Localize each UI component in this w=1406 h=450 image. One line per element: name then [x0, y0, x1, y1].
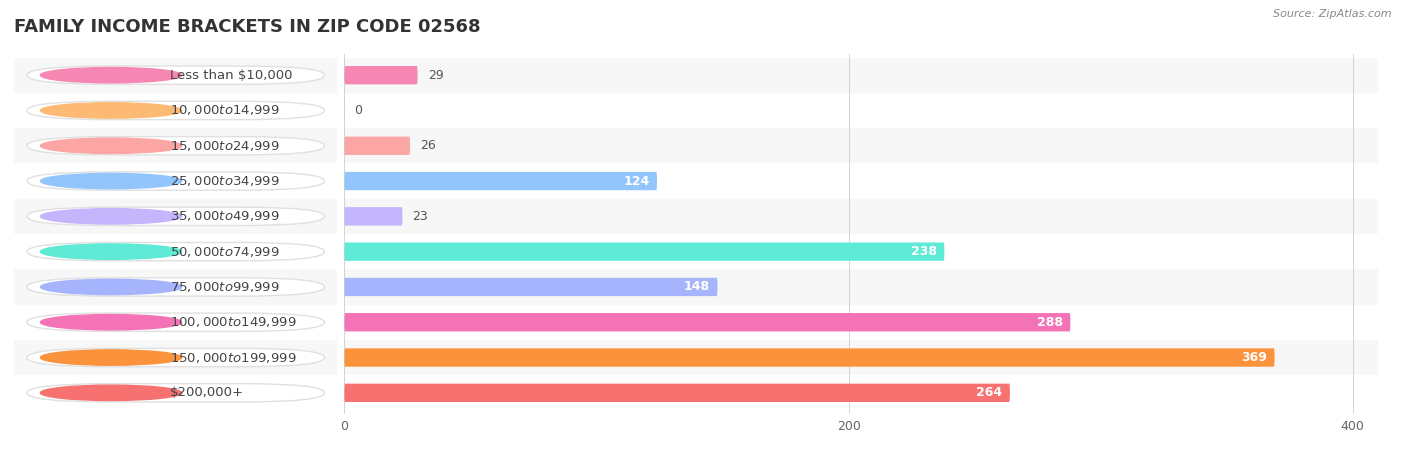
FancyBboxPatch shape [14, 199, 337, 234]
Bar [344, 269, 1378, 305]
Text: $15,000 to $24,999: $15,000 to $24,999 [170, 139, 280, 153]
Text: 148: 148 [683, 280, 710, 293]
Circle shape [41, 244, 181, 259]
FancyBboxPatch shape [14, 269, 337, 305]
FancyBboxPatch shape [27, 137, 325, 155]
FancyBboxPatch shape [27, 207, 325, 225]
Text: Less than $10,000: Less than $10,000 [170, 69, 292, 82]
Bar [344, 340, 1378, 375]
Text: 26: 26 [420, 139, 436, 152]
Text: $50,000 to $74,999: $50,000 to $74,999 [170, 245, 280, 259]
Text: $10,000 to $14,999: $10,000 to $14,999 [170, 104, 280, 117]
FancyBboxPatch shape [27, 101, 325, 120]
Bar [344, 128, 1378, 163]
Text: 0: 0 [354, 104, 363, 117]
Text: 288: 288 [1036, 316, 1063, 329]
FancyBboxPatch shape [344, 384, 1010, 402]
FancyBboxPatch shape [27, 66, 325, 84]
Text: $100,000 to $149,999: $100,000 to $149,999 [170, 315, 297, 329]
Text: Source: ZipAtlas.com: Source: ZipAtlas.com [1274, 9, 1392, 19]
FancyBboxPatch shape [27, 243, 325, 261]
Circle shape [41, 209, 181, 224]
Text: 29: 29 [427, 69, 443, 82]
Text: $25,000 to $34,999: $25,000 to $34,999 [170, 174, 280, 188]
Bar [344, 58, 1378, 93]
FancyBboxPatch shape [344, 313, 1070, 331]
FancyBboxPatch shape [27, 172, 325, 190]
FancyBboxPatch shape [344, 348, 1274, 367]
Circle shape [41, 279, 181, 295]
Text: 369: 369 [1241, 351, 1267, 364]
FancyBboxPatch shape [344, 207, 402, 225]
Text: 124: 124 [623, 175, 650, 188]
FancyBboxPatch shape [344, 243, 945, 261]
FancyBboxPatch shape [344, 66, 418, 84]
FancyBboxPatch shape [14, 128, 337, 163]
Text: $75,000 to $99,999: $75,000 to $99,999 [170, 280, 280, 294]
FancyBboxPatch shape [27, 384, 325, 402]
Bar [344, 375, 1378, 410]
Circle shape [41, 350, 181, 365]
Circle shape [41, 68, 181, 83]
Circle shape [41, 173, 181, 189]
FancyBboxPatch shape [14, 375, 337, 410]
Circle shape [41, 103, 181, 118]
FancyBboxPatch shape [14, 340, 337, 375]
Circle shape [41, 138, 181, 153]
FancyBboxPatch shape [344, 172, 657, 190]
FancyBboxPatch shape [14, 58, 337, 93]
Text: 264: 264 [976, 386, 1002, 399]
Text: $35,000 to $49,999: $35,000 to $49,999 [170, 209, 280, 223]
FancyBboxPatch shape [14, 93, 337, 128]
Text: $200,000+: $200,000+ [170, 386, 243, 399]
FancyBboxPatch shape [27, 313, 325, 331]
FancyBboxPatch shape [344, 278, 717, 296]
FancyBboxPatch shape [344, 137, 411, 155]
Text: 238: 238 [911, 245, 936, 258]
Bar [344, 305, 1378, 340]
Circle shape [41, 315, 181, 330]
Circle shape [41, 385, 181, 400]
FancyBboxPatch shape [27, 348, 325, 367]
Text: $150,000 to $199,999: $150,000 to $199,999 [170, 351, 297, 364]
Bar [344, 199, 1378, 234]
FancyBboxPatch shape [14, 305, 337, 340]
Text: FAMILY INCOME BRACKETS IN ZIP CODE 02568: FAMILY INCOME BRACKETS IN ZIP CODE 02568 [14, 18, 481, 36]
Bar [344, 163, 1378, 199]
FancyBboxPatch shape [14, 234, 337, 269]
Text: 23: 23 [412, 210, 429, 223]
FancyBboxPatch shape [27, 278, 325, 296]
FancyBboxPatch shape [14, 163, 337, 199]
Bar [344, 234, 1378, 269]
Bar [344, 93, 1378, 128]
